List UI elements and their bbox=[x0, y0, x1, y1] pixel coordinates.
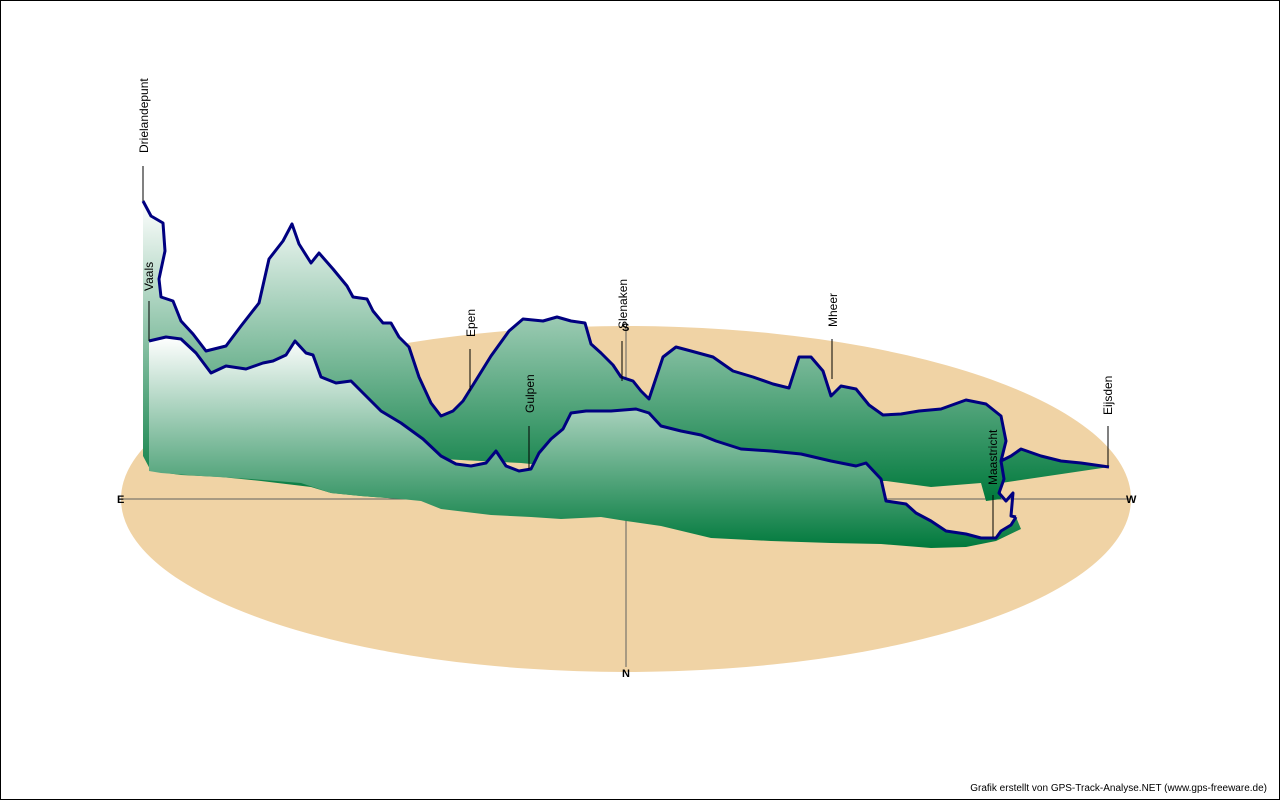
place-label-maastricht: Maastricht bbox=[986, 429, 1000, 537]
place-label: Mheer bbox=[826, 293, 840, 327]
track-line-maastricht-link bbox=[997, 460, 1017, 519]
place-label-gulpen: Gulpen bbox=[523, 374, 537, 469]
compass-labels: E W S N bbox=[117, 322, 1137, 680]
place-label-epen: Epen bbox=[464, 309, 478, 391]
place-label: Drielandepunt bbox=[137, 78, 151, 153]
place-label-mheer: Mheer bbox=[826, 293, 840, 379]
profile-wall-front bbox=[149, 337, 1021, 548]
place-markers: Drielandepunt Vaals Epen Gulpen Slenaken… bbox=[137, 78, 1115, 537]
place-label: Gulpen bbox=[523, 374, 537, 413]
place-label: Vaals bbox=[142, 262, 156, 291]
compass-south-label: S bbox=[622, 322, 629, 334]
place-label: Slenaken bbox=[616, 279, 630, 329]
credit-text: Grafik erstellt von GPS-Track-Analyse.NE… bbox=[970, 783, 1267, 794]
compass-north-label: N bbox=[622, 668, 630, 680]
place-label: Epen bbox=[464, 309, 478, 337]
compass-east-label: E bbox=[117, 494, 124, 506]
place-label: Eijsden bbox=[1101, 376, 1115, 415]
track-line-front bbox=[148, 335, 1018, 540]
place-label-vaals: Vaals bbox=[142, 262, 156, 341]
compass-west-label: W bbox=[1126, 494, 1137, 506]
place-label-slenaken: Slenaken bbox=[616, 279, 630, 381]
place-label-drielandepunt: Drielandepunt bbox=[137, 78, 151, 201]
place-label: Maastricht bbox=[986, 429, 1000, 485]
track-line-back bbox=[141, 200, 1110, 469]
place-label-eijsden: Eijsden bbox=[1101, 376, 1115, 466]
